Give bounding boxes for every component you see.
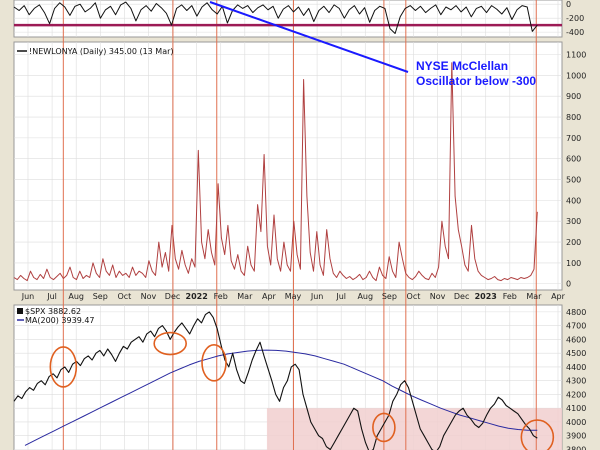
y-tick-osc: -200 — [566, 14, 584, 23]
y-tick-spx: 3800 — [566, 445, 586, 450]
new-lows-panel — [13, 41, 563, 291]
annotation-arrow — [209, 1, 409, 73]
spx-legend-swatch — [17, 308, 23, 314]
x-tick-label: 2022 — [186, 292, 208, 301]
y-tick-spx: 4700 — [566, 322, 586, 331]
x-tick-label: Feb — [503, 292, 517, 301]
highlight-circle — [49, 346, 78, 388]
y-tick-nl: 500 — [566, 176, 581, 185]
y-tick-nl: 200 — [566, 238, 581, 247]
y-tick-nl: 600 — [566, 155, 581, 164]
x-tick-label: Oct — [117, 292, 131, 301]
highlight-circle — [372, 412, 396, 443]
spx-price-line — [13, 311, 538, 450]
y-tick-nl: 100 — [566, 259, 581, 268]
x-tick-label: 2023 — [475, 292, 497, 301]
spx-legend: $SPX 3882.62 MA(200) 3939.47 — [17, 307, 95, 325]
y-tick-nl: 800 — [566, 113, 581, 122]
y-tick-nl: 1100 — [566, 51, 586, 60]
x-tick-label: Aug — [357, 292, 373, 301]
x-tick-label: May — [285, 292, 302, 301]
y-tick-spx: 3900 — [566, 432, 586, 441]
x-tick-label: Dec — [454, 292, 469, 301]
y-tick-nl: 300 — [566, 217, 581, 226]
x-tick-label: Mar — [526, 292, 542, 301]
y-tick-nl: 400 — [566, 196, 581, 205]
x-tick-label: Oct — [407, 292, 421, 301]
y-tick-spx: 4000 — [566, 418, 586, 427]
oscillator-line — [13, 1, 538, 34]
x-tick-label: Apr — [262, 292, 277, 301]
x-tick-label: Jun — [310, 292, 324, 301]
x-tick-label: Mar — [237, 292, 253, 301]
x-tick-label: Sep — [93, 292, 108, 301]
x-tick-label: Nov — [141, 292, 157, 301]
y-tick-nl: 1000 — [566, 71, 586, 80]
new-lows-legend-text: !NEWLONYA (Daily) 345.00 (13 Mar) — [29, 47, 174, 56]
x-tick-label: Jul — [335, 292, 346, 301]
y-tick-spx: 4300 — [566, 377, 586, 386]
spx-legend-price: $SPX 3882.62 — [25, 307, 81, 316]
ma200-line — [24, 349, 538, 446]
x-tick-label: Nov — [430, 292, 446, 301]
y-tick-spx: 4100 — [566, 404, 586, 413]
x-tick-label: Jun — [21, 292, 35, 301]
new-lows-line — [13, 62, 538, 282]
highlight-circle — [520, 419, 555, 450]
y-tick-spx: 4200 — [566, 390, 586, 399]
annotation-text-line2: Oscillator below -300 — [416, 74, 536, 88]
new-lows-legend: !NEWLONYA (Daily) 345.00 (13 Mar) — [17, 47, 174, 56]
spx-legend-ma: MA(200) 3939.47 — [25, 316, 95, 325]
annotation-text-line1: NYSE McClellan — [416, 59, 508, 73]
y-tick-nl: 700 — [566, 134, 581, 143]
x-tick-label: Jul — [46, 292, 57, 301]
x-tick-label: Sep — [382, 292, 397, 301]
x-tick-label: Feb — [214, 292, 228, 301]
x-tick-label: Aug — [68, 292, 84, 301]
highlight-circle — [201, 343, 227, 382]
y-tick-osc: -400 — [566, 28, 584, 37]
y-tick-nl: 0 — [566, 280, 571, 289]
x-tick-label: Apr — [551, 292, 566, 301]
y-tick-spx: 4800 — [566, 308, 586, 317]
y-tick-spx: 4600 — [566, 335, 586, 344]
y-tick-osc: 0 — [566, 0, 571, 9]
highlight-circle — [153, 331, 187, 356]
y-tick-spx: 4400 — [566, 363, 586, 372]
y-tick-nl: 900 — [566, 92, 581, 101]
y-tick-spx: 4500 — [566, 349, 586, 358]
x-tick-label: Dec — [165, 292, 180, 301]
